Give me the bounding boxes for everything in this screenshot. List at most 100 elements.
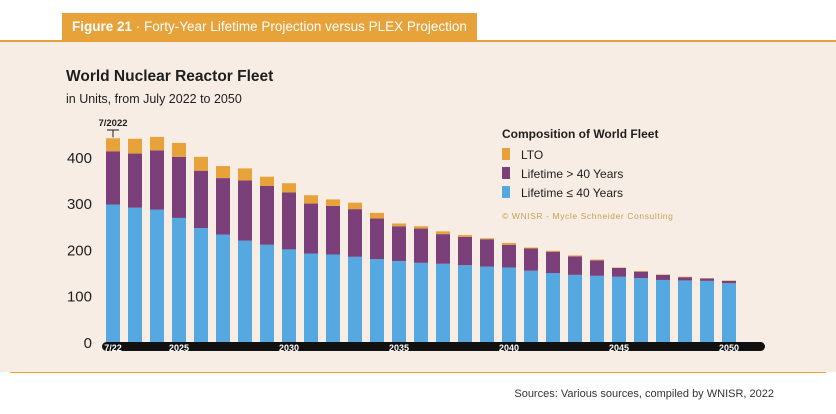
bottom-rule	[10, 372, 826, 373]
bar-segment-lto	[458, 235, 472, 237]
bar-segment-lifetime-40-years	[436, 234, 450, 264]
bar-segment-lifetime-40-years	[172, 217, 186, 342]
bar-segment-lifetime-40-years	[172, 156, 186, 218]
bar-segment-lifetime-40-years	[106, 151, 120, 205]
bar-segment-lto	[150, 136, 164, 151]
bar-segment-lifetime-40-years	[282, 192, 296, 250]
bar-segment-lifetime-40-years	[194, 228, 208, 342]
source-note: Sources: Various sources, compiled by WN…	[514, 388, 774, 400]
bar-segment-lifetime-40-years	[304, 203, 318, 254]
bar-segment-lifetime-40-years	[458, 236, 472, 266]
bar-segment-lto	[172, 142, 186, 157]
legend-swatch	[502, 148, 510, 160]
bar-segment-lto	[480, 238, 494, 240]
x-tick-label: 7/22	[104, 343, 122, 353]
bar-segment-lto	[128, 138, 142, 154]
bar-segment-lifetime-40-years	[150, 209, 164, 342]
bar-segment-lifetime-40-years	[436, 263, 450, 342]
x-tick-label: 2045	[609, 343, 629, 353]
figure-separator: ·	[132, 19, 145, 34]
legend-swatch	[502, 167, 510, 179]
chart-title: World Nuclear Reactor Fleet	[66, 68, 274, 85]
y-tick-label: 200	[67, 242, 92, 259]
bar-segment-lto	[260, 176, 274, 186]
x-tick-label: 2030	[279, 343, 299, 353]
bar-segment-lto	[326, 199, 340, 206]
bar-segment-lifetime-40-years	[722, 283, 736, 342]
bar-segment-lifetime-40-years	[458, 265, 472, 342]
bar-segment-lifetime-40-years	[238, 240, 252, 342]
y-tick-label: 100	[67, 289, 92, 306]
bar-segment-lifetime-40-years	[590, 260, 604, 276]
bar-segment-lto	[392, 223, 406, 227]
credit-label: © WNISR - Mycle Schneider Consulting	[502, 211, 673, 221]
figure-label: Figure 21	[72, 19, 133, 34]
bar-segment-lifetime-40-years	[326, 254, 340, 342]
bar-segment-lifetime-40-years	[370, 218, 384, 260]
legend-swatch	[502, 186, 510, 198]
bar-segment-lifetime-40-years	[502, 244, 516, 268]
bar-segment-lifetime-40-years	[524, 248, 538, 271]
bar-segment-lifetime-40-years	[546, 251, 560, 274]
bar-segment-lifetime-40-years	[348, 256, 362, 342]
bar-segment-lto	[304, 195, 318, 204]
bar-segment-lifetime-40-years	[128, 207, 142, 342]
bar-segment-lifetime-40-years	[656, 274, 670, 280]
bar-segment-lto	[524, 247, 538, 249]
x-tick-label: 2040	[499, 343, 519, 353]
bar-segment-lifetime-40-years	[414, 228, 428, 263]
bar-segment-lifetime-40-years	[216, 234, 230, 342]
y-tick-label: 400	[67, 150, 92, 167]
bar-segment-lifetime-40-years	[260, 244, 274, 342]
bar-segment-lifetime-40-years	[524, 270, 538, 342]
bar-segment-lifetime-40-years	[678, 277, 692, 281]
legend-label: LTO	[521, 148, 543, 162]
bar-segment-lifetime-40-years	[612, 267, 626, 277]
bar-segment-lto	[436, 231, 450, 235]
bar-segment-lifetime-40-years	[348, 209, 362, 257]
bar-segment-lifetime-40-years	[568, 274, 582, 342]
bar-segment-lifetime-40-years	[480, 266, 494, 342]
bar-segment-lifetime-40-years	[612, 276, 626, 342]
chart-subtitle: in Units, from July 2022 to 2050	[66, 92, 242, 106]
bar-segment-lifetime-40-years	[634, 278, 648, 342]
bar-segment-lifetime-40-years	[480, 239, 494, 267]
bar-segment-lifetime-40-years	[678, 280, 692, 342]
bar-segment-lto	[546, 250, 560, 252]
bar-segment-lifetime-40-years	[722, 280, 736, 284]
bar-segment-lifetime-40-years	[216, 178, 230, 235]
bar-segment-lifetime-40-years	[260, 185, 274, 245]
bar-segment-lifetime-40-years	[128, 153, 142, 208]
bar-segment-lifetime-40-years	[700, 278, 714, 281]
bar-segment-lifetime-40-years	[392, 260, 406, 342]
bar-segment-lto	[194, 156, 208, 171]
bar-segment-lto	[414, 226, 428, 229]
bar-segment-lifetime-40-years	[414, 262, 428, 342]
bar-segment-lifetime-40-years	[282, 249, 296, 342]
bar-segment-lto	[216, 166, 230, 179]
bar-segment-lifetime-40-years	[238, 180, 252, 241]
bar-segment-lifetime-40-years	[700, 280, 714, 342]
x-axis-band	[102, 342, 765, 351]
figure-header: Figure 21 · Forty-Year Lifetime Projecti…	[0, 0, 836, 42]
bar-segment-lto	[238, 168, 252, 181]
y-tick-label: 0	[84, 335, 92, 352]
legend-label: Lifetime ≤ 40 Years	[521, 186, 623, 200]
bar-segment-lifetime-40-years	[656, 279, 670, 342]
bar-segment-lto	[370, 212, 384, 219]
y-tick-label: 300	[67, 196, 92, 213]
bar-segment-lifetime-40-years	[370, 259, 384, 342]
bar-segment-lifetime-40-years	[634, 271, 648, 279]
legend-label: Lifetime > 40 Years	[521, 167, 623, 181]
figure-title: Forty-Year Lifetime Projection versus PL…	[144, 19, 467, 34]
bar-segment-lto	[590, 259, 604, 261]
bar-segment-lto	[106, 138, 120, 152]
bar-segment-lto	[282, 183, 296, 193]
x-tick-label: 2025	[169, 343, 189, 353]
bar-segment-lifetime-40-years	[326, 205, 340, 255]
bar-segment-lifetime-40-years	[304, 253, 318, 342]
legend-title: Composition of World Fleet	[502, 127, 658, 141]
bar-segment-lifetime-40-years	[392, 226, 406, 261]
x-tick-label: 2035	[389, 343, 409, 353]
